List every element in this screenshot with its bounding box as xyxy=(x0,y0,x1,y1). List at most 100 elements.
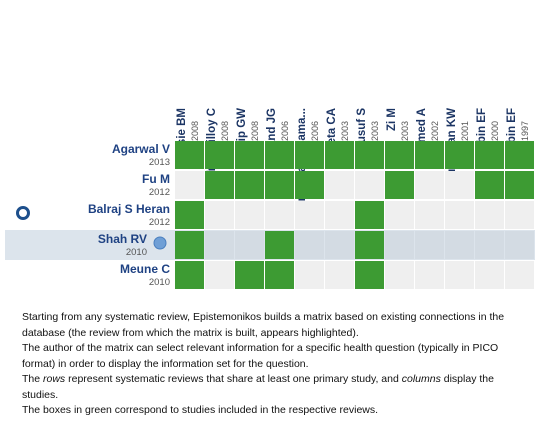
row-year: 2012 xyxy=(149,187,170,198)
matrix-cell xyxy=(505,141,534,169)
text: The author of the matrix can select rele… xyxy=(22,342,499,370)
matrix-cell xyxy=(385,231,414,259)
text: display the studies. xyxy=(22,373,494,401)
matrix-cell xyxy=(265,261,294,289)
matrix-cell xyxy=(415,201,444,229)
matrix-cell xyxy=(355,141,384,169)
matrix-cell xyxy=(505,231,534,259)
matrix-cell xyxy=(475,231,504,259)
column-year: 2003 xyxy=(370,121,380,141)
text: represent systematic reviews that share … xyxy=(65,373,402,385)
emphasis: columns xyxy=(401,373,441,385)
paragraph: The boxes in green correspond to studies… xyxy=(22,403,527,419)
matrix-cell xyxy=(415,141,444,169)
matrix-cell xyxy=(475,261,504,289)
row-name: Agarwal V xyxy=(112,142,170,156)
matrix-cell xyxy=(385,141,414,169)
matrix-cell xyxy=(175,201,204,229)
matrix-cell xyxy=(325,231,354,259)
column-year: 2008 xyxy=(190,121,200,141)
row-year: 2010 xyxy=(149,277,170,288)
column-year: 2000 xyxy=(490,121,500,141)
row-year: 2012 xyxy=(149,217,170,228)
matrix-cell xyxy=(385,171,414,199)
paragraph: The author of the matrix can select rele… xyxy=(22,341,527,372)
matrix-cell xyxy=(265,201,294,229)
matrix-cell xyxy=(445,201,474,229)
column-year: 2008 xyxy=(250,121,260,141)
matrix-cell xyxy=(475,201,504,229)
matrix-cell xyxy=(205,231,234,259)
column-year: 2002 xyxy=(430,121,440,141)
matrix-cell xyxy=(295,141,324,169)
matrix-cell xyxy=(265,171,294,199)
column-name: Zi M xyxy=(386,108,398,131)
matrix-cell xyxy=(445,171,474,199)
column-year: 2008 xyxy=(220,121,230,141)
matrix-cell xyxy=(205,171,234,199)
matrix-cell xyxy=(355,261,384,289)
matrix: Massie BM2008Tribouilloy C2008Yip GW2008… xyxy=(5,108,535,289)
matrix-cell xyxy=(475,141,504,169)
matrix-cell xyxy=(415,171,444,199)
matrix-cell xyxy=(505,261,534,289)
matrix-cell xyxy=(325,261,354,289)
matrix-cell xyxy=(295,231,324,259)
matrix-cell xyxy=(235,201,264,229)
matrix-cell xyxy=(385,201,414,229)
matrix-cell xyxy=(325,141,354,169)
emphasis: rows xyxy=(43,373,66,385)
column-year: 2006 xyxy=(310,121,320,141)
matrix-cell xyxy=(205,201,234,229)
matrix-cell xyxy=(235,171,264,199)
matrix-cell xyxy=(295,201,324,229)
matrix-cell xyxy=(265,231,294,259)
matrix-cell xyxy=(505,201,534,229)
matrix-cell xyxy=(325,201,354,229)
row-name: Fu M xyxy=(142,172,170,186)
row-name: Shah RV xyxy=(98,232,147,246)
matrix-cell xyxy=(355,171,384,199)
matrix-cell xyxy=(205,141,234,169)
selected-marker xyxy=(153,236,167,250)
row-name: Balraj S Heran xyxy=(88,202,170,216)
matrix-cell xyxy=(175,231,204,259)
column-name: Yusuf S xyxy=(356,108,368,151)
matrix-cell xyxy=(355,201,384,229)
paragraph: The rows represent systematic reviews th… xyxy=(22,372,527,403)
row-year: 2010 xyxy=(126,247,147,258)
column-year: 2003 xyxy=(400,121,410,141)
matrix-cell xyxy=(175,261,204,289)
row-name: Meune C xyxy=(120,262,170,276)
column-year: 2003 xyxy=(340,121,350,141)
column-year: 2001 xyxy=(460,121,470,141)
matrix-cell xyxy=(295,171,324,199)
text: The xyxy=(22,373,44,385)
matrix-cell xyxy=(445,231,474,259)
matrix-cell xyxy=(445,261,474,289)
paragraph: Starting from any systematic review, Epi… xyxy=(22,310,527,341)
description: Starting from any systematic review, Epi… xyxy=(22,310,527,419)
matrix-cell xyxy=(265,141,294,169)
matrix-cell xyxy=(475,171,504,199)
matrix-cell xyxy=(175,141,204,169)
column-year: 1997 xyxy=(520,121,530,141)
column-year: 2006 xyxy=(280,121,290,141)
matrix-cell xyxy=(415,261,444,289)
matrix-cell xyxy=(235,261,264,289)
matrix-cell xyxy=(355,231,384,259)
matrix-cell xyxy=(295,261,324,289)
matrix-cell xyxy=(325,171,354,199)
text: The boxes in green correspond to studies… xyxy=(22,404,379,416)
review-icon[interactable] xyxy=(16,206,30,220)
matrix-cell xyxy=(505,171,534,199)
text: Starting from any systematic review, Epi… xyxy=(22,311,505,339)
matrix-cell xyxy=(385,261,414,289)
matrix-cell xyxy=(445,141,474,169)
row-year: 2013 xyxy=(149,157,170,168)
matrix-cell xyxy=(235,141,264,169)
matrix-cell xyxy=(235,231,264,259)
matrix-cell xyxy=(415,231,444,259)
column-name: Yip GW xyxy=(236,108,248,149)
